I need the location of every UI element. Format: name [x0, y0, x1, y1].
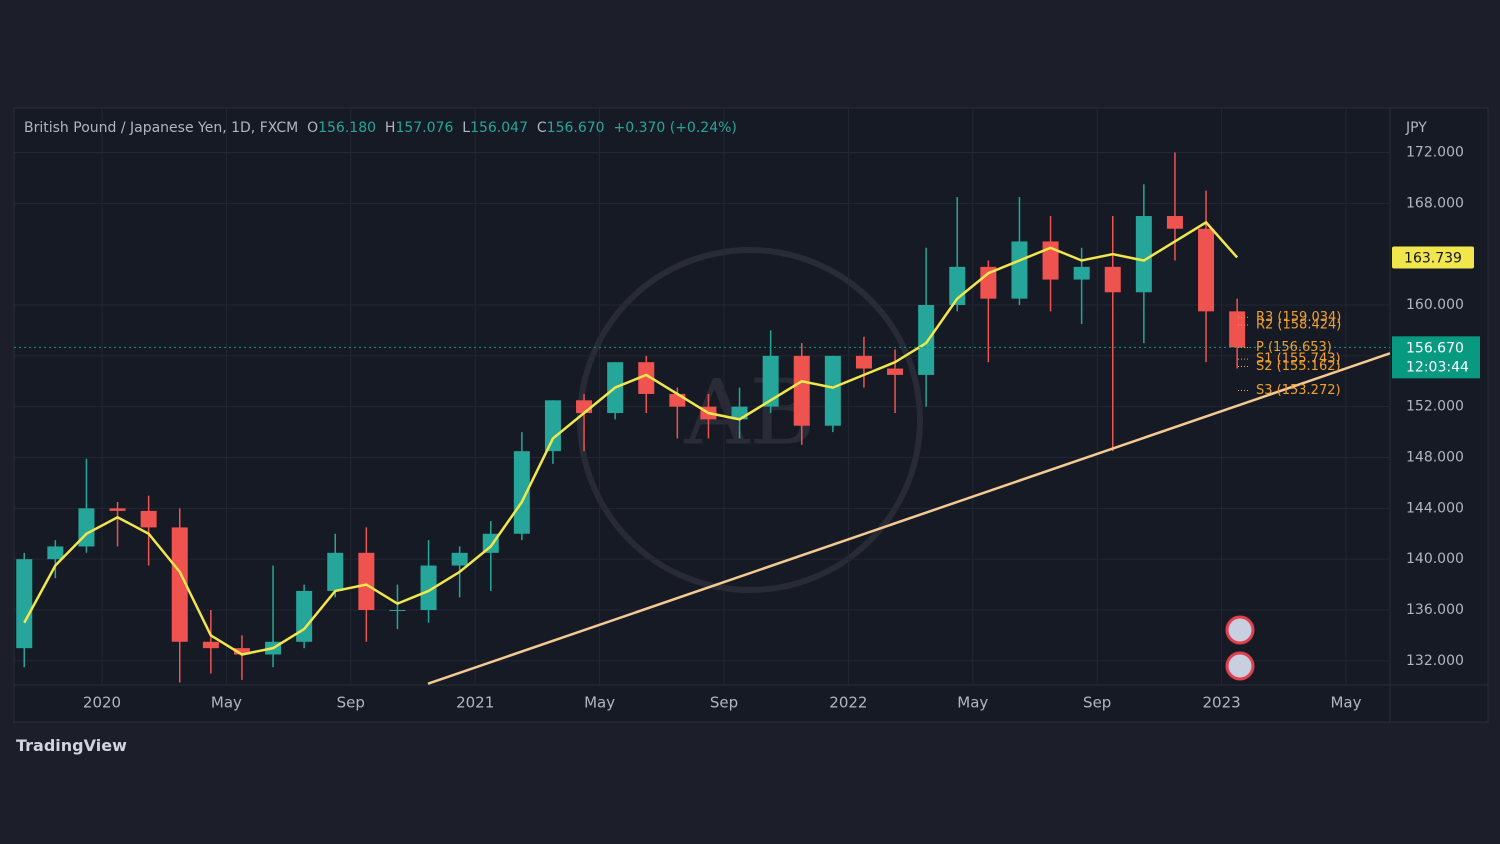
candle-body — [233, 648, 250, 655]
h-label: H — [384, 120, 396, 136]
x-tick-label: 2023 — [1203, 694, 1241, 712]
x-tick-label: Sep — [710, 694, 738, 712]
c: 156.670 — [546, 120, 605, 136]
y-tick-label: 136.000 — [1406, 602, 1464, 618]
pivot-label: P (156.653) — [1256, 340, 1332, 355]
candle-body — [420, 565, 437, 611]
y-unit: JPY — [1405, 120, 1427, 136]
candle-body — [16, 559, 33, 649]
x-tick-label: Sep — [337, 694, 365, 712]
x-tick-label: May — [584, 694, 615, 712]
candle-body — [296, 590, 313, 642]
x-tick-label: Sep — [1083, 694, 1111, 712]
pivot-label: R2 (158.424) — [1256, 318, 1341, 333]
candle-body — [980, 266, 997, 299]
ma-price-label: 163.739 — [1404, 250, 1462, 266]
o-label: O — [307, 120, 319, 136]
o: 156.180 — [318, 120, 377, 136]
candle-body — [358, 552, 375, 611]
candle-body — [762, 355, 779, 407]
candle-body — [1229, 311, 1246, 348]
last-price-label: 156.670 — [1406, 340, 1464, 356]
candle-body — [1104, 266, 1121, 293]
x-tick-label: 2020 — [83, 694, 121, 712]
y-tick-label: 168.000 — [1406, 195, 1464, 211]
candle-body — [1198, 228, 1215, 312]
l-label: L — [462, 120, 471, 136]
candle-body — [1011, 241, 1028, 299]
change: +0.370 (+0.24%) — [613, 120, 737, 136]
candle-body — [918, 304, 935, 375]
countdown: 12:03:44 — [1406, 359, 1469, 375]
candle-body — [824, 355, 841, 426]
brand[interactable]: TradingView — [16, 736, 127, 755]
candle-body — [389, 610, 406, 612]
y-tick-label: 152.000 — [1406, 399, 1464, 415]
candle-body — [1042, 241, 1059, 280]
y-tick-label: 148.000 — [1406, 450, 1464, 466]
candle-body — [513, 451, 530, 534]
symbol: British Pound / Japanese Yen, 1D, FXCM — [24, 120, 299, 136]
candle-body — [327, 552, 344, 591]
y-tick-label: 144.000 — [1406, 500, 1464, 516]
candle-body — [544, 400, 561, 452]
x-tick-label: May — [957, 694, 988, 712]
candle-body — [1073, 266, 1090, 280]
pivot-label: S2 (155.162) — [1256, 359, 1341, 374]
candle-body — [482, 533, 499, 553]
candle-body — [669, 393, 686, 407]
candle-body — [1166, 216, 1183, 229]
candle-body — [638, 362, 655, 394]
event-icons — [1225, 615, 1255, 681]
symbol-legend: British Pound / Japanese Yen, 1D, FXCM O… — [24, 120, 737, 136]
candle-body — [140, 510, 157, 528]
candle-body — [47, 546, 64, 560]
candle-body — [793, 355, 810, 426]
x-tick-label: 2021 — [456, 694, 494, 712]
y-tick-label: 172.000 — [1406, 144, 1464, 160]
x-tick-label: May — [1330, 694, 1361, 712]
candle-body — [109, 508, 126, 511]
candle-body — [576, 400, 593, 414]
pivot-label: S3 (153.272) — [1256, 383, 1341, 398]
candle-body — [887, 368, 904, 375]
y-tick-label: 132.000 — [1406, 653, 1464, 669]
candle-body — [202, 641, 219, 649]
candle-body — [171, 527, 188, 642]
candle-body — [1135, 216, 1152, 293]
pivot-label: R3 (159.034) — [1256, 310, 1341, 325]
l: 156.047 — [470, 120, 528, 136]
moving-average — [23, 220, 1239, 656]
trendline — [427, 352, 1390, 685]
y-tick-label: 160.000 — [1406, 297, 1464, 313]
x-tick-label: May — [211, 694, 242, 712]
y-tick-label: 140.000 — [1406, 551, 1464, 567]
pivot-label: S1 (155.743) — [1256, 352, 1341, 367]
ma-price-tag — [1392, 246, 1474, 269]
last-price-tag — [1392, 336, 1480, 379]
c-label: C — [536, 120, 547, 136]
candle-body — [451, 552, 468, 566]
candle-body — [855, 355, 872, 369]
h: 157.076 — [395, 120, 454, 136]
x-tick-label: 2022 — [829, 694, 867, 712]
